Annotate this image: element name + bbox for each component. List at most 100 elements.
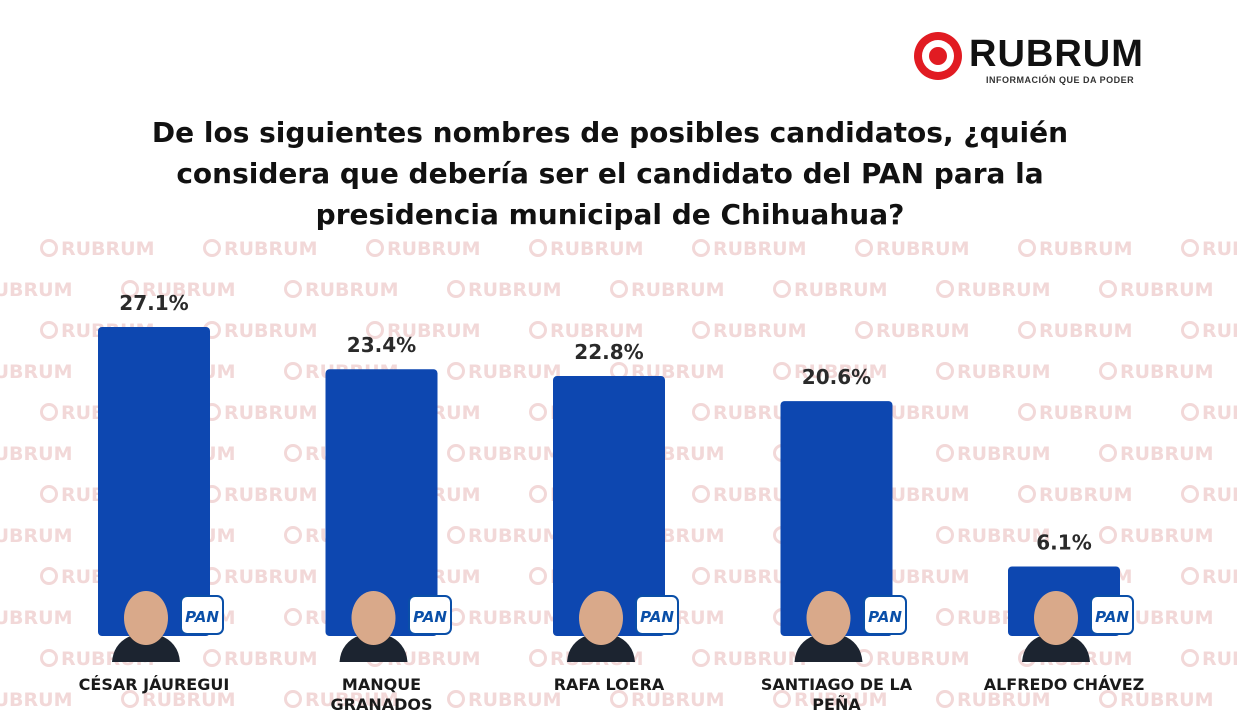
watermark-mark: RUBRUM [692,238,855,260]
watermark-mark: RUBRUM [1099,689,1237,711]
watermark-mark: RUBRUM [1181,484,1237,506]
watermark-mark: RUBRUM [40,402,203,424]
watermark-ring-icon [936,690,954,708]
watermark-mark: RUBRUM [610,361,773,383]
watermark-ring-icon [366,321,384,339]
watermark-ring-icon [773,690,791,708]
watermark-ring-icon [610,444,628,462]
watermark-ring-icon [1181,239,1199,257]
watermark-mark: RUBRUM [692,484,855,506]
watermark-ring-icon [610,280,628,298]
watermark-row: RUBRUMRUBRUMRUBRUMRUBRUMRUBRUMRUBRUMRUBR… [0,361,1237,383]
watermark-ring-icon [1099,608,1117,626]
watermark-row: RUBRUMRUBRUMRUBRUMRUBRUMRUBRUMRUBRUMRUBR… [0,689,1237,711]
watermark-mark: RUBRUM [203,238,366,260]
watermark-mark: RUBRUM [855,238,1018,260]
watermark-mark: RUBRUM [121,443,284,465]
watermark-mark: RUBRUM [1018,238,1181,260]
watermark-ring-icon [203,485,221,503]
watermark-ring-icon [447,362,465,380]
watermark-mark: RUBRUM [121,525,284,547]
watermark-mark: RUBRUM [366,566,529,588]
watermark-mark: RUBRUM [855,484,1018,506]
watermark-ring-icon [529,567,547,585]
watermark-ring-icon [1099,280,1117,298]
watermark-ring-icon [121,526,139,544]
watermark-ring-icon [773,280,791,298]
watermark-ring-icon [366,649,384,667]
watermark-ring-icon [529,321,547,339]
watermark-ring-icon [40,239,58,257]
watermark-mark: RUBRUM [529,566,692,588]
watermark-mark: RUBRUM [529,238,692,260]
watermark-ring-icon [936,362,954,380]
watermark-mark: RUBRUM [529,648,692,670]
watermark-ring-icon [529,403,547,421]
watermark-ring-icon [529,649,547,667]
watermark-ring-icon [773,526,791,544]
watermark-ring-icon [447,280,465,298]
watermark-mark: RUBRUM [1018,320,1181,342]
watermark-ring-icon [284,280,302,298]
watermark-ring-icon [610,608,628,626]
watermark-ring-icon [529,239,547,257]
watermark-mark: RUBRUM [855,566,1018,588]
watermark-ring-icon [692,321,710,339]
watermark-ring-icon [366,485,384,503]
logo-target-icon [914,32,962,80]
watermark-ring-icon [40,567,58,585]
watermark-mark: RUBRUM [284,689,447,711]
watermark-mark: RUBRUM [121,361,284,383]
watermark-mark: RUBRUM [40,648,203,670]
watermark-mark: RUBRUM [855,402,1018,424]
watermark-mark: RUBRUM [366,402,529,424]
watermark-mark: RUBRUM [0,607,73,629]
watermark-mark: RUBRUM [773,361,936,383]
watermark-mark: RUBRUM [1018,484,1181,506]
watermark-ring-icon [1099,444,1117,462]
watermark-ring-icon [1099,526,1117,544]
watermark-mark: RUBRUM [1181,648,1237,670]
watermark-ring-icon [855,485,873,503]
watermark-layer: RUBRUM RUBRUM RUBRUM RUBRUM RUBRUM RUBRUM RUBR… [0,232,1237,724]
watermark-mark: RUBRUM [284,525,447,547]
watermark-mark: RUBRUM [40,566,203,588]
watermark-mark: RUBRUM [447,607,610,629]
watermark-ring-icon [40,649,58,667]
rubrum-logo: RUBRUM INFORMACIÓN QUE DA PODER [914,32,1174,94]
watermark-mark: RUBRUM [40,484,203,506]
watermark-mark: RUBRUM [0,361,73,383]
watermark-ring-icon [855,321,873,339]
watermark-ring-icon [40,403,58,421]
watermark-row: RUBRUMRUBRUMRUBRUMRUBRUMRUBRUMRUBRUMRUBR… [0,607,1237,629]
watermark-mark: RUBRUM [447,279,610,301]
watermark-ring-icon [203,239,221,257]
watermark-mark: RUBRUM [529,402,692,424]
watermark-mark: RUBRUM [773,279,936,301]
watermark-mark: RUBRUM [1099,607,1237,629]
watermark-mark: RUBRUM [0,443,73,465]
watermark-mark: RUBRUM [1181,238,1237,260]
watermark-mark: RUBRUM [1099,443,1237,465]
watermark-mark: RUBRUM [121,279,284,301]
watermark-mark: RUBRUM [0,525,73,547]
watermark-ring-icon [1018,321,1036,339]
watermark-mark: RUBRUM [1099,279,1237,301]
watermark-ring-icon [692,649,710,667]
watermark-ring-icon [121,362,139,380]
watermark-mark: RUBRUM [529,320,692,342]
watermark-ring-icon [692,485,710,503]
watermark-mark: RUBRUM [203,320,366,342]
watermark-ring-icon [1181,567,1199,585]
watermark-mark: RUBRUM [773,607,936,629]
watermark-mark: RUBRUM [1099,361,1237,383]
watermark-ring-icon [1018,485,1036,503]
watermark-mark: RUBRUM [447,443,610,465]
watermark-mark: RUBRUM [692,648,855,670]
watermark-mark: RUBRUM [1099,525,1237,547]
watermark-ring-icon [936,526,954,544]
watermark-mark: RUBRUM [0,689,73,711]
